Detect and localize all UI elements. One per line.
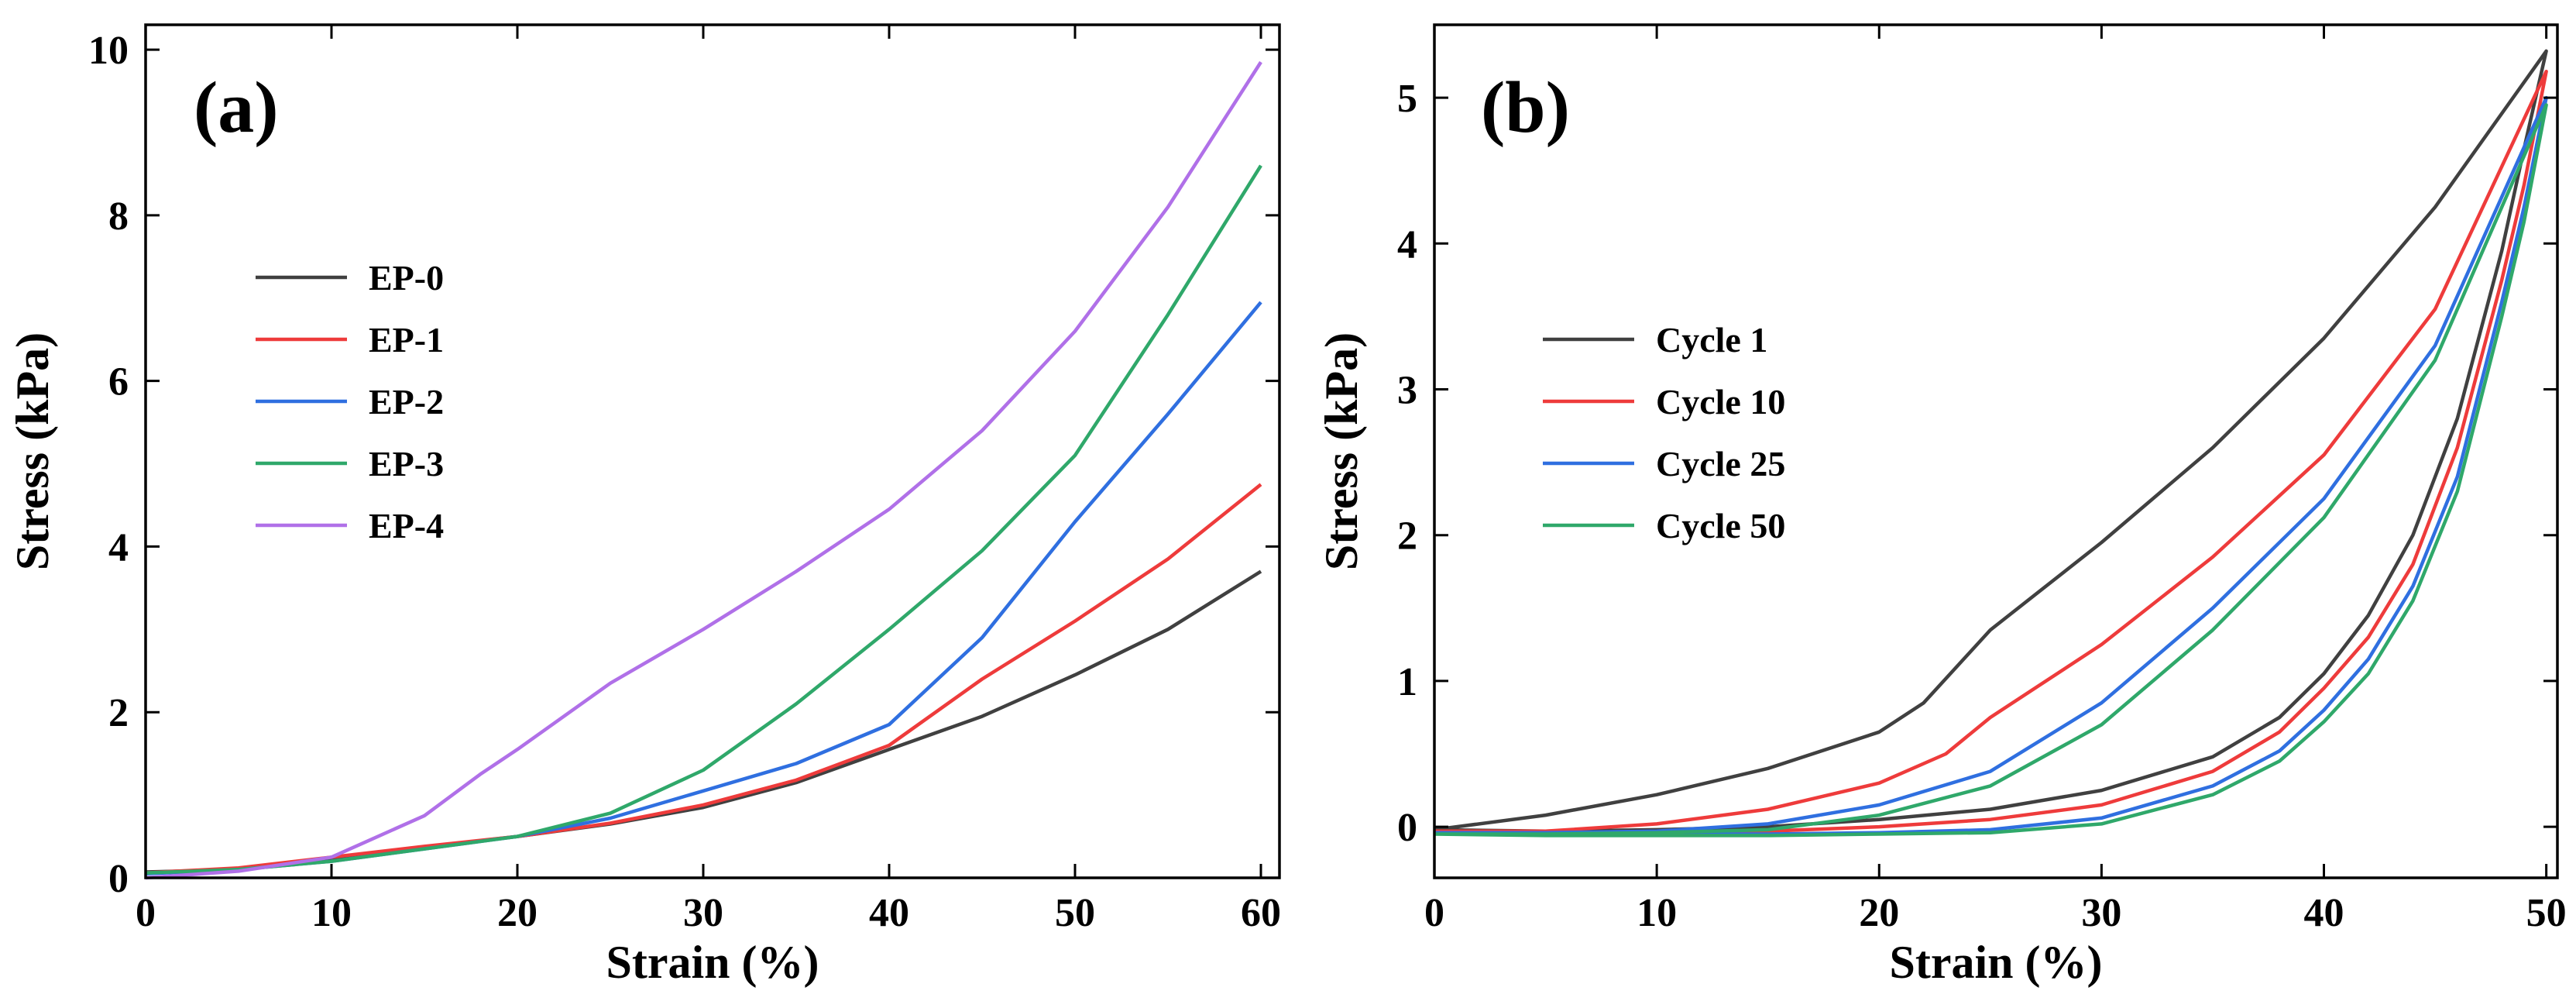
- chart-panel-b: 0 10 20 30 40 50 0 1 2 3 4 5 Strain (%) Stress (kPa) (…: [1316, 23, 2567, 988]
- y-tick-label: 5: [1397, 77, 1417, 121]
- x-axis-label: Strain (%): [1890, 937, 2103, 988]
- legend-label: EP-4: [369, 506, 444, 545]
- x-tick-label: 0: [1424, 891, 1444, 935]
- legend-label: Cycle 50: [1656, 506, 1785, 545]
- y-tick-label: 0: [1397, 806, 1417, 850]
- legend: EP-0 EP-1 EP-2 EP-3 EP-4: [256, 258, 444, 545]
- series-line-cycle-25: [1434, 95, 2548, 836]
- y-tick-label: 8: [108, 194, 129, 239]
- y-tick-label: 2: [1397, 514, 1417, 559]
- plot-frame: [1433, 23, 2559, 879]
- x-tick-label: 10: [311, 891, 352, 935]
- x-tick-label: 40: [2304, 891, 2344, 935]
- x-tick-label: 50: [2526, 891, 2567, 935]
- x-tick-label: 40: [869, 891, 909, 935]
- series-line-ep-0: [145, 569, 1262, 874]
- x-tick-label: 10: [1637, 891, 1677, 935]
- y-tick-label: 4: [108, 525, 129, 569]
- series-line-cycle-1: [1434, 49, 2548, 834]
- x-tick-label: 0: [136, 891, 156, 935]
- x-tick-label: 30: [2081, 891, 2121, 935]
- series-line-ep-4: [145, 60, 1262, 880]
- x-tick-label: 60: [1241, 891, 1281, 935]
- series-line-ep-2: [145, 301, 1262, 876]
- x-tick-label: 50: [1055, 891, 1095, 935]
- legend-label: EP-3: [369, 444, 444, 483]
- legend-label: Cycle 25: [1656, 444, 1785, 483]
- y-tick-label: 1: [1397, 660, 1417, 704]
- series-line-ep-3: [145, 164, 1262, 875]
- y-tick-label: 10: [88, 29, 129, 73]
- legend: Cycle 1 Cycle 10 Cycle 25 Cycle 50: [1543, 320, 1785, 545]
- series-line-cycle-50: [1434, 103, 2548, 838]
- legend-label: Cycle 10: [1656, 382, 1785, 421]
- legend-label: EP-2: [369, 382, 444, 421]
- x-tick-label: 20: [497, 891, 538, 935]
- y-tick-label: 6: [108, 360, 129, 404]
- legend-label: Cycle 1: [1656, 320, 1767, 360]
- chart-panel-a: 0 10 20 30 40 50 60 0 2 4 6 8 10 Strain (%) Stress (kP…: [7, 23, 1281, 988]
- y-tick-label: 2: [108, 691, 129, 735]
- x-tick-label: 20: [1859, 891, 1899, 935]
- y-axis-label: Stress (kPa): [7, 332, 58, 570]
- legend-label: EP-1: [369, 320, 444, 360]
- x-axis-label: Strain (%): [606, 937, 819, 988]
- plot-frame: [144, 23, 1281, 879]
- series-line-ep-1: [145, 483, 1262, 875]
- series-line-cycle-10: [1434, 69, 2548, 834]
- panel-label: (a): [194, 67, 279, 148]
- y-tick-label: 4: [1397, 222, 1417, 267]
- panel-label: (b): [1481, 67, 1570, 148]
- y-tick-label: 0: [108, 857, 129, 901]
- y-tick-label: 3: [1397, 369, 1417, 413]
- x-tick-label: 30: [683, 891, 723, 935]
- y-axis-label: Stress (kPa): [1316, 332, 1367, 570]
- legend-label: EP-0: [369, 258, 444, 298]
